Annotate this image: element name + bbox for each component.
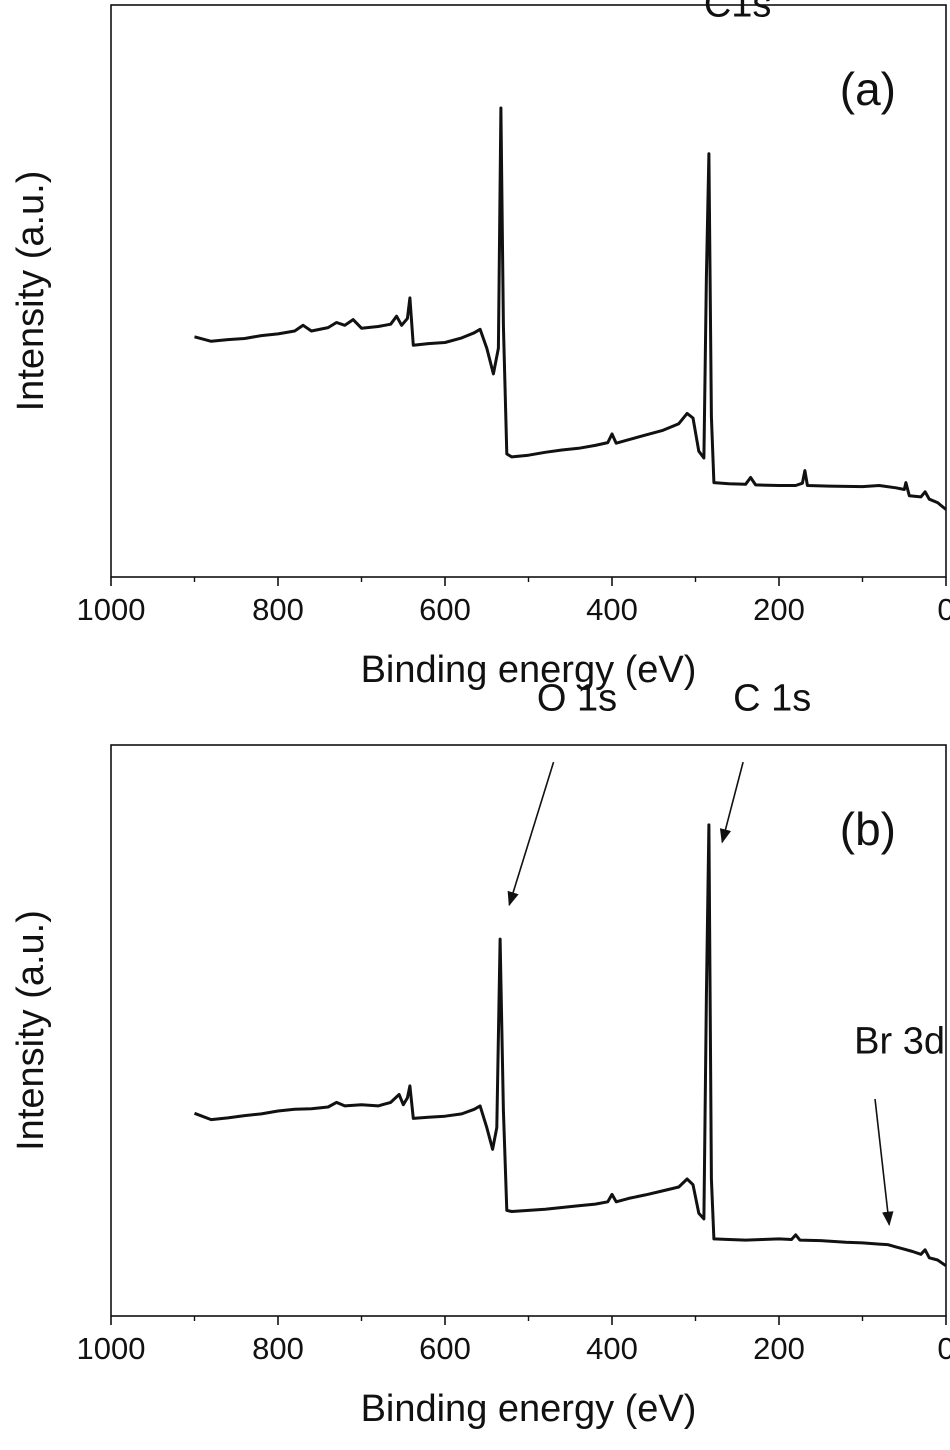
x-tick-label: 1000 xyxy=(77,1331,146,1366)
panel-label: (a) xyxy=(840,63,896,115)
chart-panel-b: 1000 800 600 400 200 0 Binding energy (eV) Inte… xyxy=(10,678,950,1430)
plot-frame xyxy=(110,744,947,1317)
peak-annotation: Br 3d xyxy=(854,1020,945,1062)
spectrum-series-line xyxy=(193,823,947,1268)
x-tick-label: 200 xyxy=(753,592,805,627)
annotation-arrow xyxy=(874,1098,894,1227)
y-axis-label: Intensity (a.u.) xyxy=(10,171,52,412)
x-tick-label: 800 xyxy=(252,592,304,627)
x-tick-label: 600 xyxy=(419,592,471,627)
x-tick-label: 0 xyxy=(937,592,950,627)
annotation-arrow xyxy=(719,761,744,844)
plot-frame xyxy=(110,4,947,578)
x-tick-label: 600 xyxy=(419,1331,471,1366)
peak-annotation: C 1s xyxy=(733,678,811,720)
panel-label: (b) xyxy=(840,803,896,855)
peak-annotation: O 1s xyxy=(537,678,617,720)
x-tick-label: 1000 xyxy=(77,592,146,627)
x-axis-label: Binding energy (eV) xyxy=(361,1388,697,1430)
spectrum-series-line xyxy=(194,106,947,511)
x-tick-label: 800 xyxy=(252,1331,304,1366)
chart-panel-a: 1000 800 600 400 200 0 Binding energy (eV) Inte… xyxy=(10,0,950,691)
x-tick-label: 0 xyxy=(937,1331,950,1366)
x-axis-label: Binding energy (eV) xyxy=(361,649,697,691)
x-tick-label: 400 xyxy=(586,592,638,627)
annotation-arrow xyxy=(507,761,555,907)
x-tick-label: 200 xyxy=(753,1331,805,1366)
y-axis-label: Intensity (a.u.) xyxy=(10,910,52,1151)
peak-annotation: C1s xyxy=(704,0,772,25)
x-tick-label: 400 xyxy=(586,1331,638,1366)
